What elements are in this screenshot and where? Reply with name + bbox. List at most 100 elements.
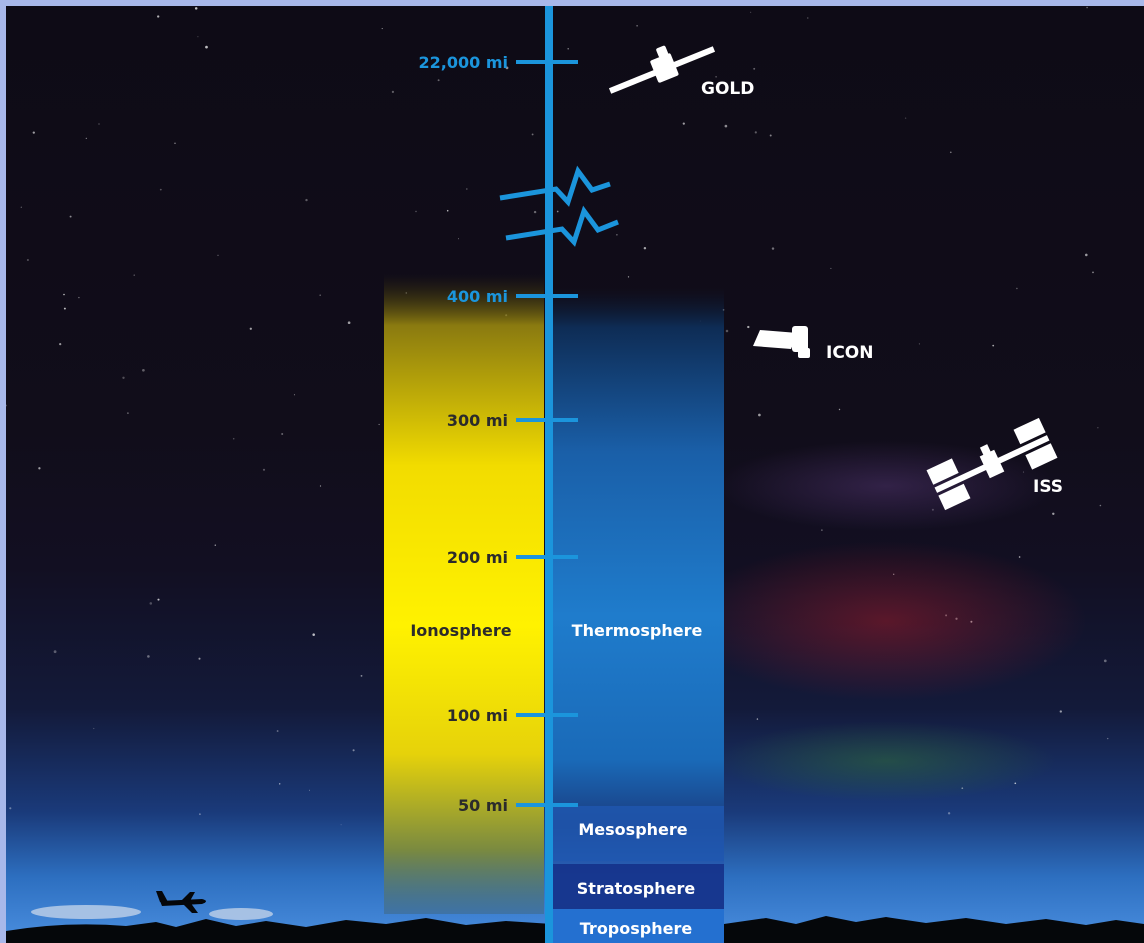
mesosphere-band bbox=[552, 806, 724, 861]
star bbox=[725, 329, 729, 333]
altitude-label-300: 300 mi bbox=[447, 411, 508, 430]
star bbox=[214, 544, 217, 546]
cloud bbox=[209, 908, 273, 920]
star bbox=[360, 674, 363, 677]
star bbox=[531, 133, 534, 136]
star bbox=[249, 327, 252, 330]
star bbox=[992, 344, 995, 347]
altitude-label-200: 200 mi bbox=[447, 548, 508, 567]
ionosphere-label: Ionosphere bbox=[410, 621, 511, 640]
star bbox=[278, 783, 281, 785]
star bbox=[616, 233, 618, 236]
altitude-axis bbox=[545, 6, 553, 943]
star bbox=[769, 134, 772, 137]
star bbox=[756, 718, 759, 720]
star bbox=[197, 36, 199, 38]
star bbox=[949, 151, 952, 154]
star bbox=[1106, 737, 1109, 740]
star bbox=[59, 342, 62, 346]
star bbox=[20, 206, 22, 208]
icon-label: ICON bbox=[826, 343, 873, 363]
star bbox=[381, 28, 383, 30]
star bbox=[627, 276, 630, 278]
star bbox=[194, 7, 198, 10]
star bbox=[821, 529, 823, 531]
star bbox=[312, 633, 315, 636]
star bbox=[6, 404, 8, 407]
star bbox=[904, 117, 907, 119]
star bbox=[391, 90, 395, 94]
star bbox=[446, 209, 449, 212]
altitude-ticks bbox=[516, 60, 578, 807]
stratosphere-band bbox=[552, 864, 724, 909]
star bbox=[63, 307, 66, 310]
star bbox=[533, 210, 537, 214]
star bbox=[205, 45, 208, 49]
altitude-label-400: 400 mi bbox=[447, 287, 508, 306]
star bbox=[319, 294, 321, 296]
iss-label: ISS bbox=[1033, 477, 1063, 497]
diagram-canvas: 22,000 mi 400 mi 300 mi 200 mi 100 mi 50… bbox=[6, 6, 1144, 943]
ionosphere-band bbox=[384, 274, 544, 914]
star bbox=[1052, 512, 1055, 516]
star bbox=[78, 296, 80, 299]
star bbox=[465, 188, 468, 190]
star bbox=[276, 730, 279, 732]
star bbox=[93, 727, 95, 730]
star bbox=[643, 246, 647, 250]
star bbox=[754, 131, 757, 134]
star bbox=[217, 254, 219, 256]
star bbox=[437, 79, 440, 82]
star bbox=[1092, 271, 1094, 274]
airplane-icon bbox=[156, 891, 206, 913]
star bbox=[174, 142, 176, 145]
star bbox=[199, 813, 201, 816]
star bbox=[567, 47, 569, 50]
star bbox=[9, 807, 12, 810]
star bbox=[1099, 504, 1102, 507]
star bbox=[157, 15, 160, 18]
star bbox=[753, 67, 756, 70]
star bbox=[758, 413, 761, 417]
icon-satellite-icon bbox=[753, 326, 810, 358]
star bbox=[340, 824, 342, 826]
star bbox=[1085, 253, 1088, 257]
star bbox=[149, 602, 153, 605]
star bbox=[308, 789, 311, 791]
star bbox=[32, 131, 35, 134]
star bbox=[1097, 427, 1099, 429]
iss-station-icon bbox=[926, 417, 1058, 511]
star bbox=[918, 343, 920, 345]
star bbox=[838, 408, 841, 411]
star bbox=[556, 210, 559, 213]
mesosphere-label: Mesosphere bbox=[578, 820, 687, 839]
star bbox=[147, 655, 150, 658]
aurora-glow bbox=[686, 441, 1086, 801]
star bbox=[157, 598, 160, 601]
star bbox=[262, 468, 266, 471]
star bbox=[1016, 287, 1018, 290]
star bbox=[198, 657, 201, 660]
star bbox=[1103, 659, 1107, 663]
stratosphere-label: Stratosphere bbox=[577, 879, 696, 898]
star bbox=[133, 274, 135, 276]
troposphere-label: Troposphere bbox=[580, 919, 693, 938]
star bbox=[352, 749, 355, 752]
star bbox=[293, 394, 296, 396]
star bbox=[69, 215, 72, 218]
star bbox=[53, 650, 57, 654]
star bbox=[159, 188, 162, 191]
star bbox=[281, 432, 284, 436]
star bbox=[715, 75, 717, 78]
axis-break-icon bbox=[499, 165, 619, 247]
star bbox=[747, 325, 750, 329]
star bbox=[347, 321, 351, 325]
star bbox=[771, 247, 775, 250]
atmosphere-diagram: 22,000 mi 400 mi 300 mi 200 mi 100 mi 50… bbox=[6, 6, 1144, 943]
star bbox=[305, 198, 308, 202]
star bbox=[807, 17, 809, 19]
star bbox=[415, 210, 417, 213]
star bbox=[724, 124, 728, 128]
star bbox=[636, 25, 638, 27]
star bbox=[85, 137, 87, 139]
